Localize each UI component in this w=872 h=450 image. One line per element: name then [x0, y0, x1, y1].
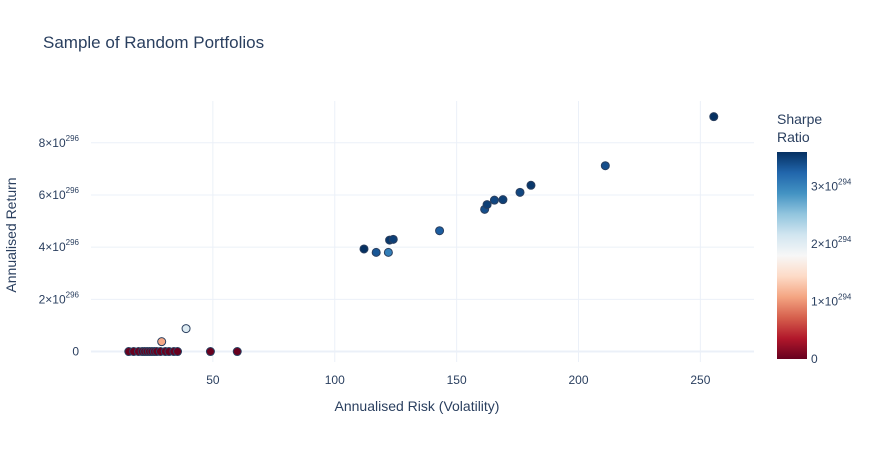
data-point[interactable] — [173, 347, 183, 357]
y-tick-label: 6×10296 — [39, 186, 80, 202]
x-tick-label: 100 — [325, 373, 345, 387]
colorbar-title-line-1: Sharpe — [777, 111, 822, 127]
y-tick-label: 4×10296 — [39, 238, 80, 254]
x-tick-label: 250 — [690, 373, 710, 387]
x-tick-label: 50 — [206, 373, 220, 387]
x-tick-label: 150 — [447, 373, 467, 387]
data-point[interactable] — [205, 347, 215, 357]
x-tick-label: 200 — [568, 373, 588, 387]
data-point[interactable] — [709, 112, 719, 122]
colorbar-gradient — [777, 152, 807, 359]
y-axis-ticks: 0 2×10296 4×10296 6×10296 8×10296 — [39, 134, 80, 359]
x-axis-title: Annualised Risk (Volatility) — [335, 398, 500, 414]
data-point[interactable] — [600, 161, 610, 171]
data-points — [124, 112, 719, 357]
data-point[interactable] — [359, 244, 369, 254]
data-point[interactable] — [515, 187, 525, 197]
colorbar-tick-label: 2×10294 — [811, 235, 852, 251]
colorbar: Sharpe Ratio 0 1×10294 2×10294 3×10294 — [777, 111, 852, 366]
grid-lines — [91, 101, 754, 362]
y-axis-title: Annualised Return — [3, 177, 19, 292]
chart-title: Sample of Random Portfolios — [43, 33, 265, 52]
data-point[interactable] — [388, 234, 398, 244]
colorbar-tick-label: 0 — [811, 352, 818, 366]
colorbar-tick-label: 1×10294 — [811, 293, 852, 309]
y-tick-label: 8×10296 — [39, 134, 80, 150]
data-point[interactable] — [435, 226, 445, 236]
data-point[interactable] — [181, 324, 191, 334]
data-point[interactable] — [232, 347, 242, 357]
y-tick-label: 2×10296 — [39, 290, 80, 306]
data-point[interactable] — [383, 247, 393, 257]
y-tick-label: 0 — [72, 345, 79, 359]
colorbar-tick-label: 3×10294 — [811, 178, 852, 194]
data-point[interactable] — [526, 180, 536, 190]
data-point[interactable] — [482, 200, 492, 210]
colorbar-ticks: 0 1×10294 2×10294 3×10294 — [811, 178, 852, 367]
colorbar-title-line-2: Ratio — [777, 129, 810, 145]
x-axis-ticks: 50 100 150 200 250 — [206, 373, 711, 387]
data-point[interactable] — [498, 195, 508, 205]
data-point[interactable] — [371, 247, 381, 257]
data-point[interactable] — [157, 337, 167, 347]
data-point[interactable] — [489, 195, 499, 205]
